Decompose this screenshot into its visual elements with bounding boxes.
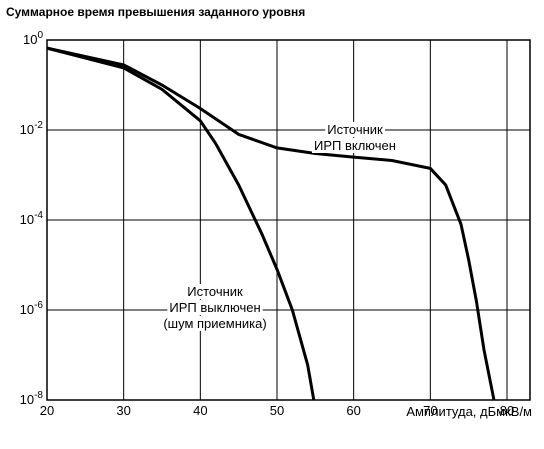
x-tick-label: 60 (346, 403, 360, 418)
annotation: Источник (187, 284, 243, 299)
line-series (46, 46, 496, 401)
y-tick-label: 10-8 (20, 390, 44, 407)
annotation: (шум приемника) (163, 316, 266, 331)
annotation-bg (312, 138, 398, 153)
annotation-bg (167, 300, 263, 315)
annotation-bg (161, 316, 269, 331)
x-tick-label: 40 (193, 403, 207, 418)
line-series (46, 46, 316, 401)
annotation: ИРП включен (314, 138, 396, 153)
annotation: Источник (327, 122, 383, 137)
x-tick-label: 70 (423, 403, 437, 418)
annotation-bg (325, 122, 386, 137)
chart-title: Суммарное время превышения заданного уро… (6, 5, 305, 19)
y-tick-label: 10-2 (20, 120, 44, 137)
x-tick-label: 80 (500, 403, 514, 418)
x-tick-label: 20 (40, 403, 54, 418)
x-tick-label: 30 (116, 403, 130, 418)
y-tick-label: 100 (23, 30, 43, 47)
annotation: ИРП выключен (169, 300, 260, 315)
annotation-bg (185, 284, 246, 299)
y-tick-label: 10-6 (20, 300, 44, 317)
y-tick-label: 10-4 (20, 210, 44, 227)
plot-frame (46, 39, 531, 401)
x-tick-label: 50 (270, 403, 284, 418)
x-axis-label: Амплитуда, дБмкВ/м (406, 404, 532, 419)
